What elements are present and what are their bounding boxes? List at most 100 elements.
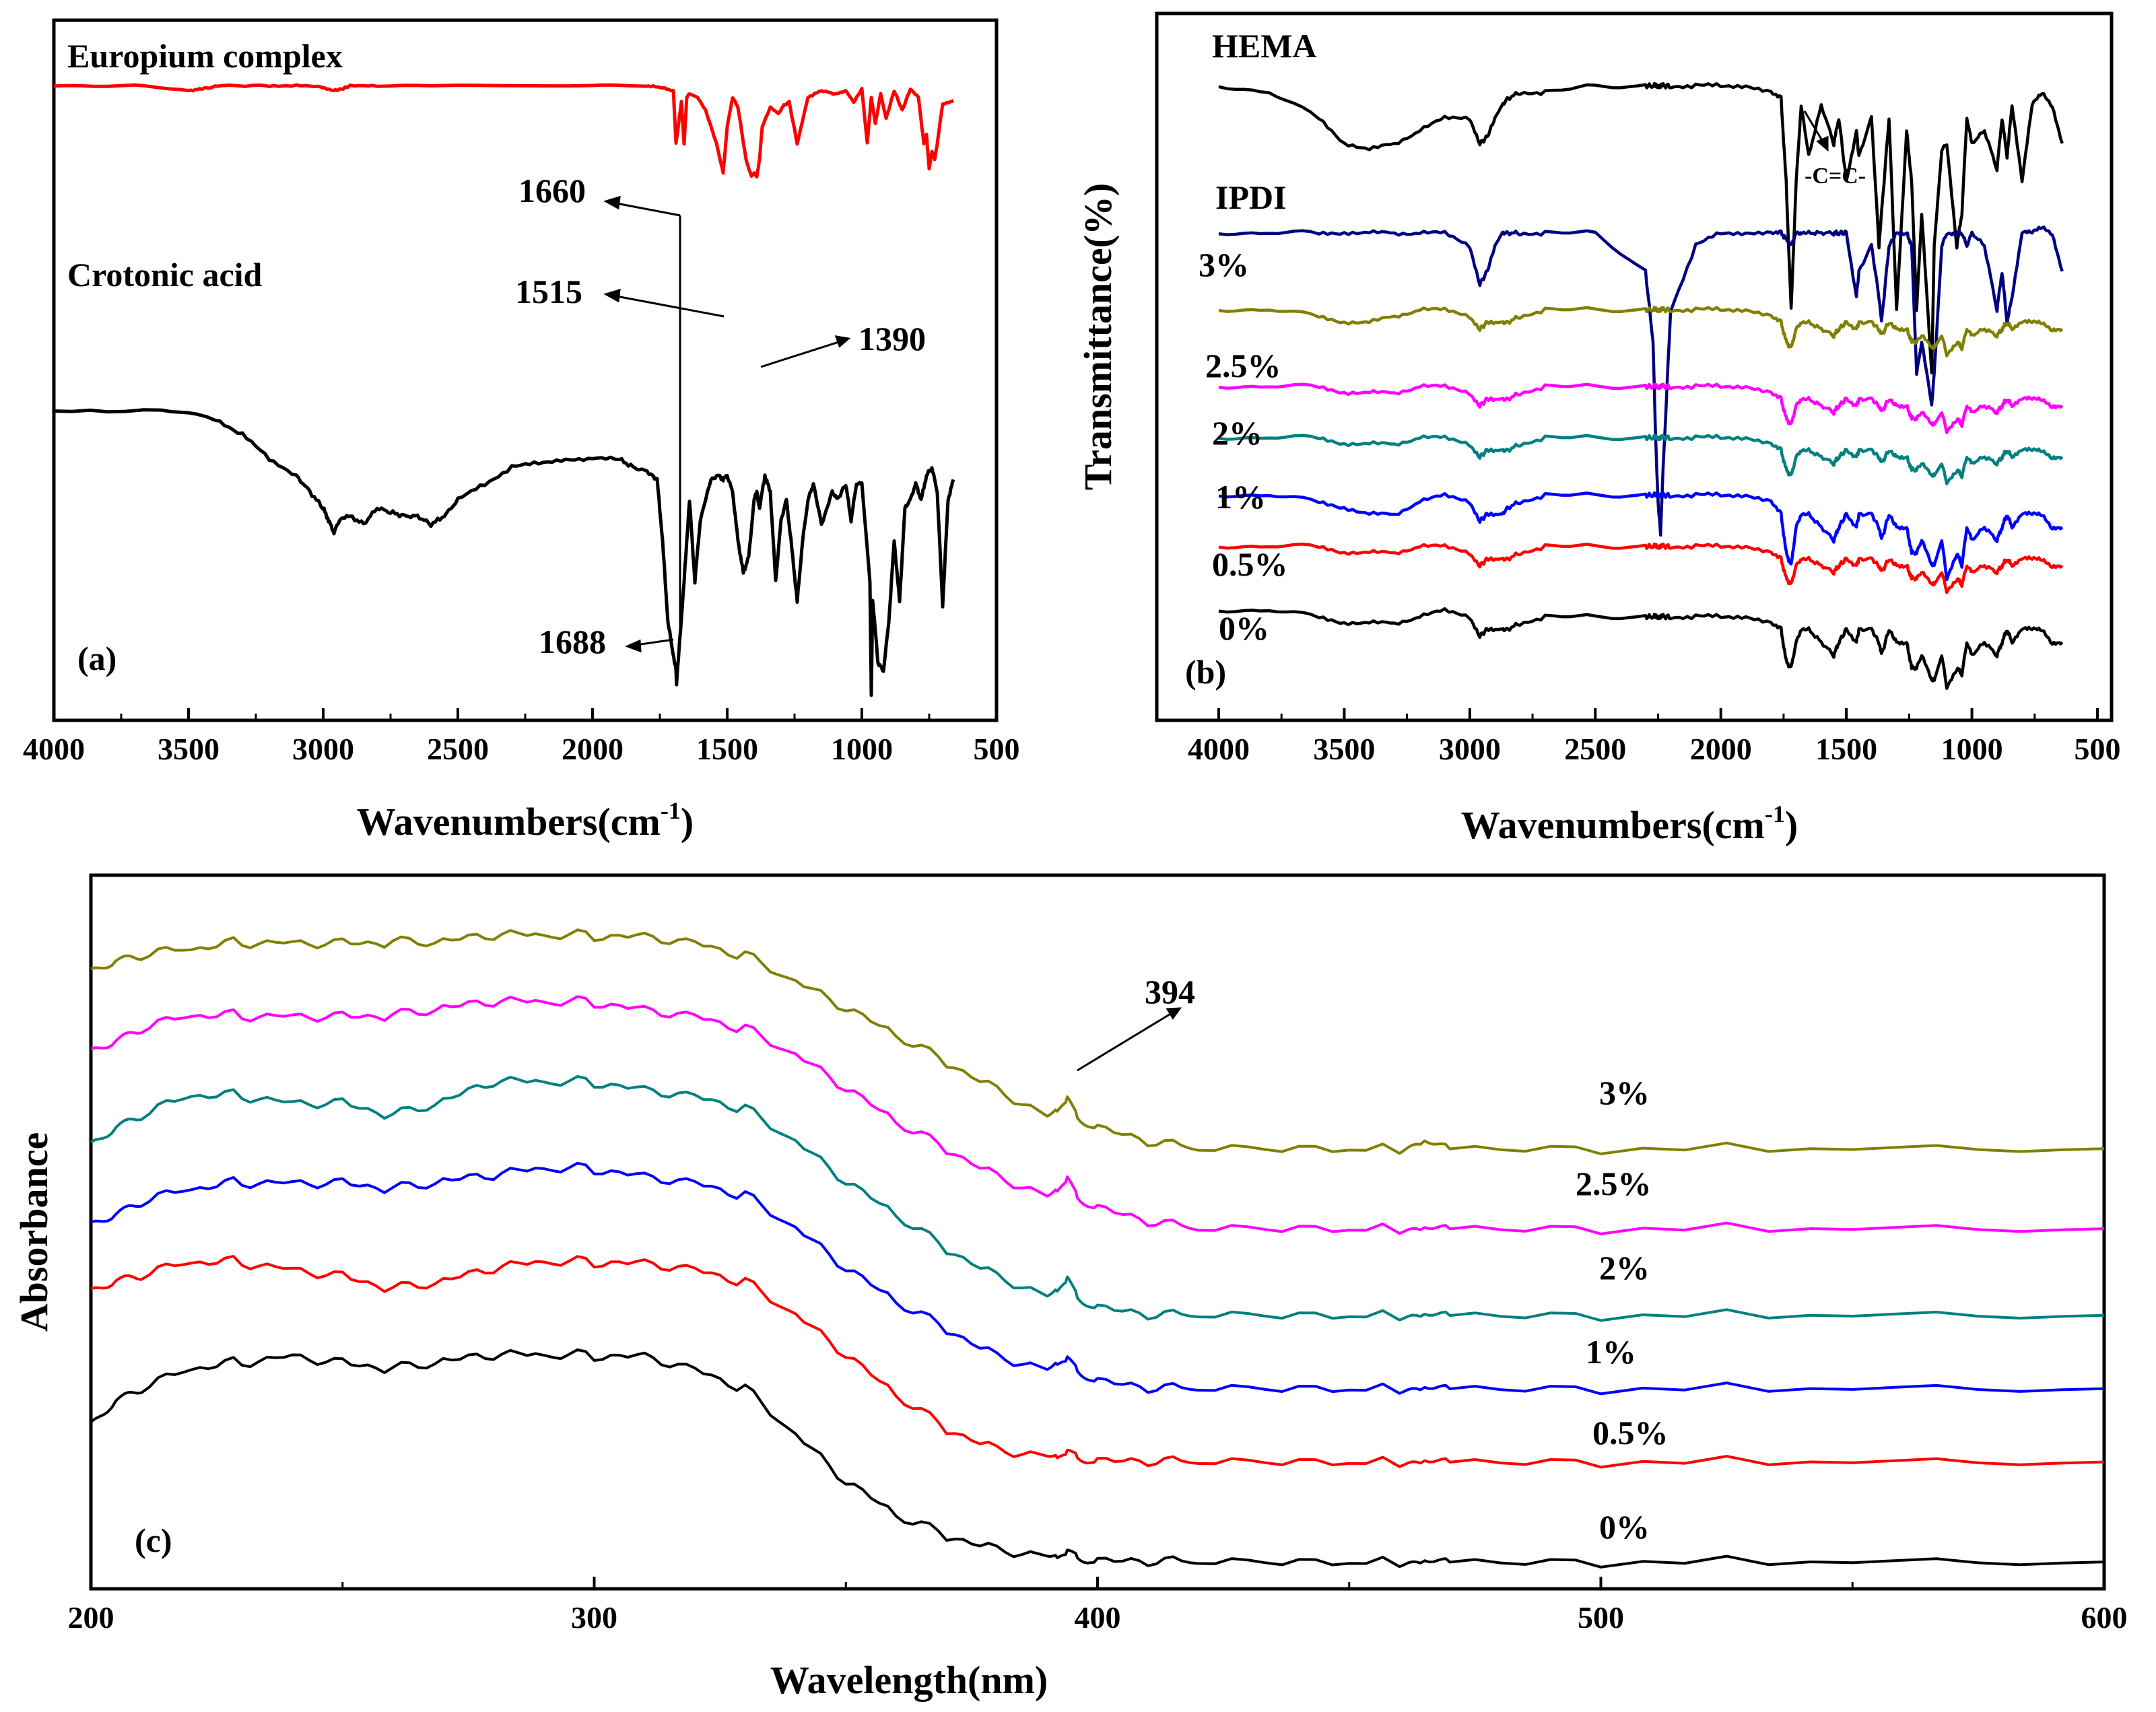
panel-a-tick-label-3000: 3000	[292, 732, 354, 766]
panel-c-tick-label-500: 500	[1578, 1600, 1624, 1635]
panel-c: 200 300 400 500 600 3% 2.5% 2% 1% 0.5% 0% Absorba…	[12, 873, 2128, 1702]
annotation-1688: 1688	[539, 623, 606, 660]
panel-b-tick-label-2000: 2000	[1690, 732, 1752, 766]
arrowhead-1515	[603, 288, 621, 303]
arrow-1515	[609, 294, 725, 318]
panel-a-tick-label-3500: 3500	[158, 732, 220, 766]
panel-b-label: (b)	[1185, 653, 1226, 691]
annotation-394: 394	[1145, 973, 1195, 1011]
arrow-1390	[760, 339, 846, 368]
panel-a-tick-label-2500: 2500	[427, 732, 489, 766]
panel-a-series-label-europium: Europium complex	[67, 37, 343, 75]
arrowhead-394	[1166, 1007, 1182, 1020]
panel-c-frame	[89, 873, 2106, 1591]
panel-c-series-label-0-5-: 0.5%	[1592, 1414, 1669, 1451]
panel-b-annotation	[1803, 110, 1829, 152]
panel-c-series-0-	[90, 1348, 2105, 1569]
panel-b-series-2-	[1218, 434, 2064, 485]
panel-c-series-label-2-: 2%	[1599, 1249, 1650, 1287]
arrowhead-1390	[834, 335, 851, 348]
panel-a-frame	[52, 18, 999, 722]
panel-a-tick-label-4000: 4000	[23, 732, 85, 766]
panel-b-series-hema	[1218, 81, 2064, 375]
panel-b-ticks: 4000 3500 3000 2500 2000 1500 1000 500	[1188, 708, 2121, 766]
arrowhead-cc	[1816, 135, 1829, 152]
panel-a-series-crotonic-acid	[53, 408, 955, 697]
panel-b-tick-label-3000: 3000	[1439, 732, 1501, 766]
annotation-1390: 1390	[858, 320, 926, 357]
panel-c-series-label-1-: 1%	[1586, 1333, 1636, 1371]
arrowhead-1660	[603, 195, 621, 210]
panel-a-xlabel-close: )	[681, 800, 694, 844]
panel-b-series-label-1: 1%	[1215, 478, 1266, 516]
panel-b-series-label-0: 0%	[1219, 609, 1269, 647]
panel-b-tick-label-4000: 4000	[1188, 732, 1250, 766]
panel-a-xlabel: Wavenumbers(cm-1)	[357, 797, 694, 844]
panel-b-tick-label-500: 500	[2075, 732, 2121, 766]
panel-b-series-0-	[1218, 607, 2064, 690]
panel-a-xlabel-text: Wavenumbers(cm	[357, 800, 661, 844]
panel-a-ticks: 4000 3500 3000 2500 2000 1500 1000 500	[23, 708, 1020, 766]
panel-a-tick-label-500: 500	[974, 732, 1020, 766]
panel-b-series-3-	[1218, 306, 2064, 357]
panel-b-tick-label-3500: 3500	[1313, 732, 1375, 766]
panel-c-series-3-	[90, 928, 2105, 1155]
panel-b-xlabel-text: Wavenumbers(cm	[1461, 803, 1765, 847]
panel-c-series-label-3-: 3%	[1599, 1074, 1650, 1111]
panel-b: 4000 3500 3000 2500 2000 1500 1000 500 Transmit…	[1076, 11, 2121, 847]
panel-c-series-2-	[90, 1075, 2105, 1322]
panel-a-label: (a)	[77, 640, 116, 677]
panel-b-xlabel-sup: -1	[1765, 800, 1785, 827]
panel-a-annotations	[603, 195, 851, 653]
panel-b-tick-label-2500: 2500	[1564, 732, 1626, 766]
panel-b-series	[1218, 81, 2064, 690]
arrowhead-1688	[625, 639, 642, 653]
panel-c-annotation	[1077, 1007, 1182, 1072]
panel-c-series-label-0-: 0%	[1599, 1508, 1650, 1546]
panel-b-series-label-3: 3%	[1199, 246, 1249, 283]
panel-a-tick-label-1000: 1000	[831, 732, 893, 766]
panel-b-xlabel: Wavenumbers(cm-1)	[1461, 800, 1798, 847]
arrow-1688	[636, 638, 674, 646]
panel-c-series-2-5-	[90, 995, 2105, 1235]
panel-b-series-0-5-	[1218, 542, 2064, 594]
panel-b-series-ipdi	[1218, 225, 2064, 537]
panel-b-series-label-2-5: 2.5%	[1205, 347, 1281, 384]
panel-a-tick-label-1500: 1500	[696, 732, 758, 766]
panel-a-series-label-crotonic: Crotonic acid	[67, 256, 263, 294]
arrow-1660	[609, 201, 681, 217]
panel-b-frame	[1155, 11, 2114, 722]
panel-b-series-1-	[1218, 491, 2064, 582]
panel-b-ylabel: Transmittance(%)	[1076, 183, 1120, 490]
panel-c-tick-label-300: 300	[571, 1600, 617, 1635]
annotation-cc: -C=C-	[1805, 164, 1866, 189]
panel-c-xlabel: Wavelength(nm)	[770, 1658, 1048, 1702]
panel-c-series-label-2-5-: 2.5%	[1576, 1165, 1652, 1202]
annotation-1515: 1515	[515, 273, 582, 310]
panel-c-series-labels: 3% 2.5% 2% 1% 0.5% 0%	[1576, 1074, 1669, 1546]
panel-b-tick-label-1500: 1500	[1815, 732, 1877, 766]
panel-c-tick-label-200: 200	[68, 1600, 114, 1635]
panel-c-tick-label-400: 400	[1075, 1600, 1121, 1635]
panel-c-series-0-5-	[90, 1255, 2105, 1469]
panel-a: 4000 3500 3000 2500 2000 1500 1000 500 Europium…	[23, 18, 1020, 844]
panel-a-tick-label-2000: 2000	[562, 732, 624, 766]
panel-b-series-label-ipdi: IPDI	[1215, 178, 1287, 216]
panel-c-tick-label-600: 600	[2081, 1600, 2128, 1635]
panel-b-series-2-5-	[1218, 382, 2064, 434]
panel-a-xlabel-sup: -1	[661, 797, 681, 824]
panel-c-ylabel: Absorbance	[12, 1132, 56, 1332]
panel-b-tick-label-1000: 1000	[1941, 732, 2003, 766]
panel-b-series-label-2: 2%	[1212, 414, 1262, 452]
panel-b-series-label-hema: HEMA	[1212, 27, 1317, 65]
annotation-1660: 1660	[518, 172, 586, 209]
panel-b-series-label-0-5: 0.5%	[1212, 545, 1288, 583]
panel-c-series	[90, 928, 2105, 1569]
panel-c-series-1-	[90, 1161, 2105, 1396]
panel-a-series-europium-complex	[53, 83, 955, 179]
arrow-394	[1077, 1012, 1172, 1072]
panel-c-label: (c)	[135, 1521, 172, 1559]
panel-a-series	[53, 83, 955, 697]
panel-b-xlabel-close: )	[1785, 803, 1798, 847]
